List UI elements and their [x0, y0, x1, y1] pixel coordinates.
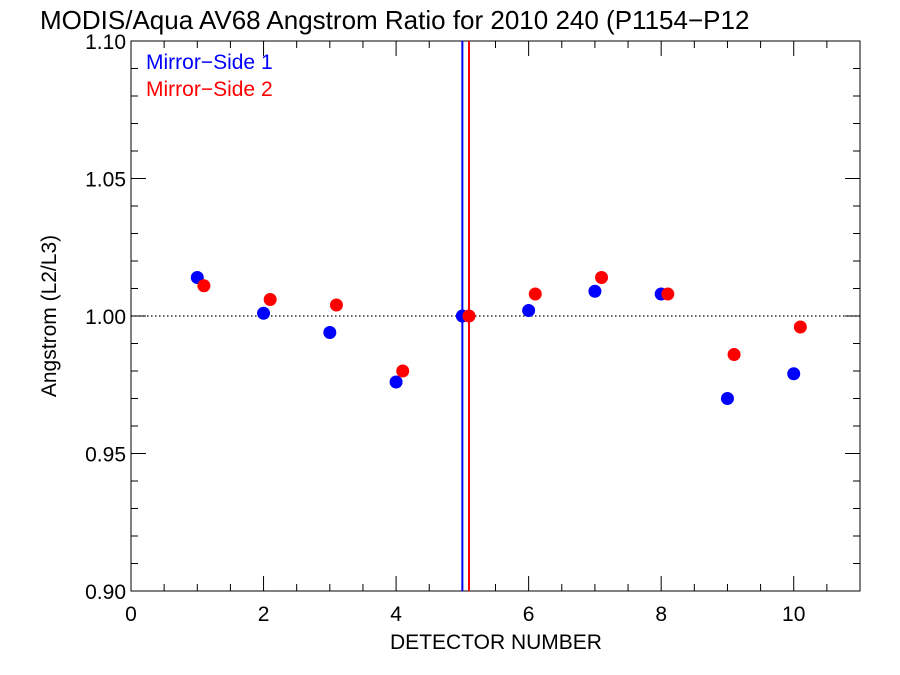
- x-tick-label: 10: [782, 603, 805, 626]
- series-2-point: [793, 320, 807, 334]
- series-2-point: [462, 309, 476, 323]
- series-2-point: [595, 271, 609, 284]
- y-tick-label: 1.10: [85, 31, 126, 54]
- plot-area: 0.90 0.95 1.00 1.05 1.10 0 2 4 6 8 10 Mirror−Side 1…: [85, 31, 861, 626]
- legend-entry-1: Mirror−Side 1: [146, 51, 273, 74]
- series-1-point: [787, 367, 801, 381]
- y-tick-label: 0.95: [85, 444, 126, 467]
- x-tick-label: 2: [258, 603, 270, 626]
- series-1-point: [323, 326, 337, 339]
- series-2-point: [528, 287, 542, 301]
- chart-title: MODIS/Aqua AV68 Angstrom Ratio for 2010 …: [40, 5, 749, 35]
- series-2-point: [661, 287, 675, 301]
- series-1-point: [257, 306, 271, 320]
- series-1-point: [389, 375, 403, 389]
- x-tick-label: 0: [125, 603, 137, 626]
- y-axis-label: Angstrom (L2/L3): [38, 235, 61, 397]
- series-2-point: [727, 348, 741, 361]
- series-2-point: [263, 293, 277, 306]
- series-1-point: [522, 304, 536, 317]
- x-tick-label: 8: [655, 603, 667, 626]
- series-2-point: [329, 298, 343, 312]
- series-2-point: [197, 279, 211, 293]
- x-tick-label: 4: [390, 603, 402, 626]
- series-1-point: [720, 392, 734, 405]
- x-axis-label: DETECTOR NUMBER: [390, 631, 602, 654]
- legend-entry-2: Mirror−Side 2: [146, 78, 273, 101]
- y-tick-label: 1.05: [85, 169, 126, 192]
- series-2-point: [396, 364, 410, 378]
- x-tick-label: 6: [523, 603, 535, 626]
- series-1-point: [588, 284, 602, 298]
- y-tick-label: 1.00: [85, 306, 126, 329]
- y-tick-label: 0.90: [85, 581, 126, 604]
